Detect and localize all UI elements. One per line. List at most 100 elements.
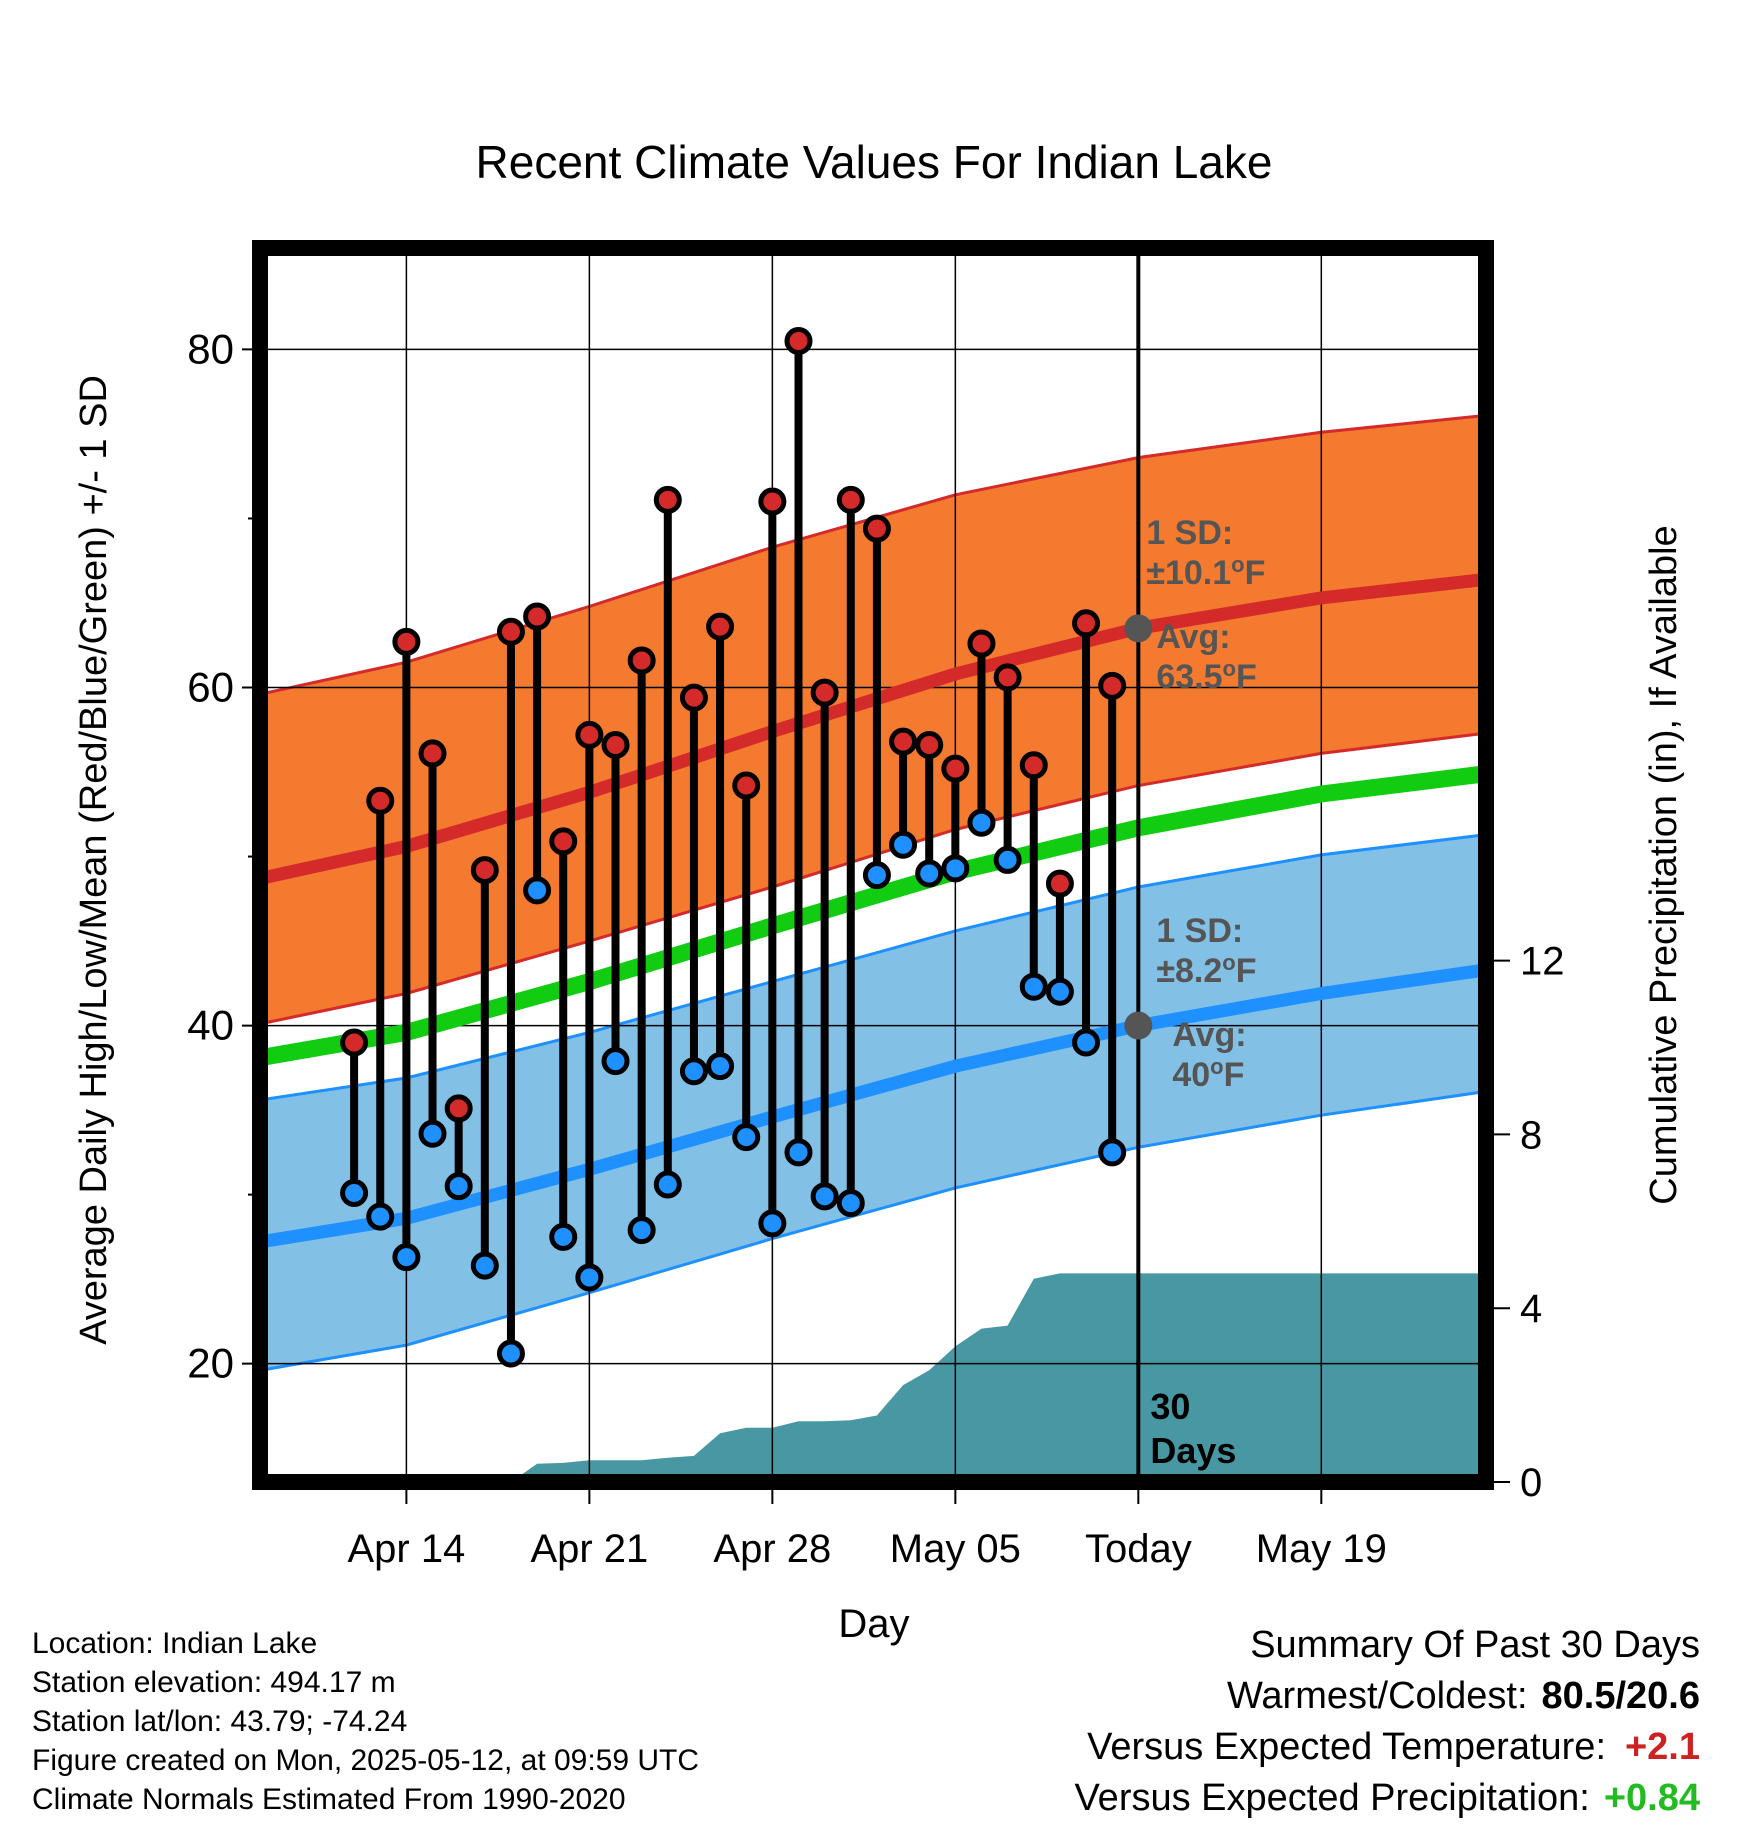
x-tick-label: May 19	[1256, 1527, 1387, 1571]
day-marker	[601, 730, 630, 1076]
day-marker	[653, 485, 682, 1199]
warm-cold-label: Warmest/Coldest:	[1226, 1675, 1528, 1717]
high-point	[496, 617, 525, 646]
low-point	[967, 808, 996, 837]
y2-tick-label: 0	[1520, 1461, 1542, 1505]
day-marker	[366, 786, 395, 1231]
high-point	[784, 326, 813, 355]
day-marker	[1098, 671, 1127, 1167]
precip-value: +0.84	[1603, 1777, 1700, 1819]
day-marker	[496, 617, 525, 1368]
low-point	[575, 1263, 604, 1292]
warm-cold-value: 80.5/20.6	[1541, 1675, 1700, 1717]
y2-tick-label: 12	[1520, 940, 1565, 984]
high-point	[392, 627, 421, 656]
low-sd-annotation: 1 SD:	[1156, 912, 1243, 950]
x-tick-label: Apr 14	[347, 1527, 465, 1571]
day-marker	[941, 754, 970, 883]
day-marker	[549, 827, 578, 1251]
chart-title: Recent Climate Values For Indian Lake	[476, 136, 1273, 188]
low-mean-line	[260, 963, 1486, 1249]
day-marker	[523, 602, 552, 905]
low-band-upper-edge	[260, 833, 1486, 1102]
low-avg-marker	[1124, 1011, 1153, 1040]
low-point	[470, 1251, 499, 1280]
day-marker	[836, 485, 865, 1218]
high-point	[758, 487, 787, 516]
day-marker	[679, 683, 708, 1086]
x-tick-label: Apr 28	[713, 1527, 831, 1571]
high-avg-annotation: Avg:	[1156, 618, 1230, 656]
low-point	[836, 1189, 865, 1218]
low-point	[366, 1202, 395, 1231]
low-point	[627, 1216, 656, 1245]
mean-line	[260, 765, 1486, 1067]
high-point	[732, 771, 761, 800]
day-marker	[1072, 609, 1101, 1057]
day-marker	[967, 629, 996, 837]
day-marker	[758, 487, 787, 1238]
high-point	[836, 485, 865, 514]
day-marker	[706, 612, 735, 1081]
low-avg-annotation: 40oF	[1172, 1054, 1244, 1094]
high-point	[810, 678, 839, 707]
day-marker	[1019, 751, 1048, 1001]
high-point	[653, 485, 682, 514]
day-marker	[915, 730, 944, 888]
y-tick-label: 20	[187, 1340, 234, 1387]
low-point	[523, 876, 552, 905]
high-point	[1019, 751, 1048, 780]
low-point	[1072, 1028, 1101, 1057]
high-band-lower-edge	[260, 731, 1486, 1026]
high-point	[575, 720, 604, 749]
y-tick-label: 80	[187, 325, 234, 372]
temp-value: +2.1	[1624, 1726, 1700, 1768]
high-point	[941, 754, 970, 783]
high-band-upper-edge	[260, 413, 1486, 696]
high-sd-annotation: ±10.1oF	[1146, 552, 1265, 592]
low-point	[993, 845, 1022, 874]
day-marker	[340, 1028, 369, 1207]
day-marker	[993, 663, 1022, 874]
low-point	[496, 1339, 525, 1368]
day-marker	[575, 720, 604, 1292]
today-window-label: 30	[1150, 1386, 1190, 1427]
high-point	[549, 827, 578, 856]
high-point	[679, 683, 708, 712]
day-marker	[392, 627, 421, 1272]
day-marker	[418, 739, 447, 1148]
day-marker	[627, 646, 656, 1245]
summary-precip: Versus Expected Precipitation: +0.84	[1074, 1773, 1700, 1824]
low-point	[889, 830, 918, 859]
y-tick-label: 60	[187, 664, 234, 711]
today-window-label: Days	[1150, 1430, 1236, 1471]
high-point	[993, 663, 1022, 692]
y-axis-label: Average Daily High/Low/Mean (Red/Blue/Gr…	[73, 375, 115, 1345]
low-point	[679, 1057, 708, 1086]
plot-frame	[252, 240, 1494, 1490]
high-mean-line	[260, 572, 1486, 885]
low-point	[392, 1243, 421, 1272]
day-marker	[470, 856, 499, 1280]
high-point	[1045, 869, 1074, 898]
high-point	[889, 727, 918, 756]
low-point	[758, 1209, 787, 1238]
high-point	[366, 786, 395, 815]
day-marker	[810, 678, 839, 1211]
created-text: Figure created on Mon, 2025-05-12, at 09…	[32, 1744, 700, 1777]
x-tick-label: Apr 21	[530, 1527, 648, 1571]
low-point	[444, 1172, 473, 1201]
y2-tick-label: 4	[1520, 1287, 1542, 1331]
high-point	[706, 612, 735, 641]
low-point	[941, 854, 970, 883]
low-point	[340, 1178, 369, 1207]
day-marker	[1045, 869, 1074, 1006]
high-point	[967, 629, 996, 658]
high-point	[862, 514, 891, 543]
axes: 20 40 60 80 0 4 8 12 Apr 14 Apr 21 Apr 28 May 05 Tod…	[187, 240, 1565, 1571]
low-point	[1045, 977, 1074, 1006]
high-point	[1098, 671, 1127, 700]
precip-area	[260, 1273, 1486, 1482]
